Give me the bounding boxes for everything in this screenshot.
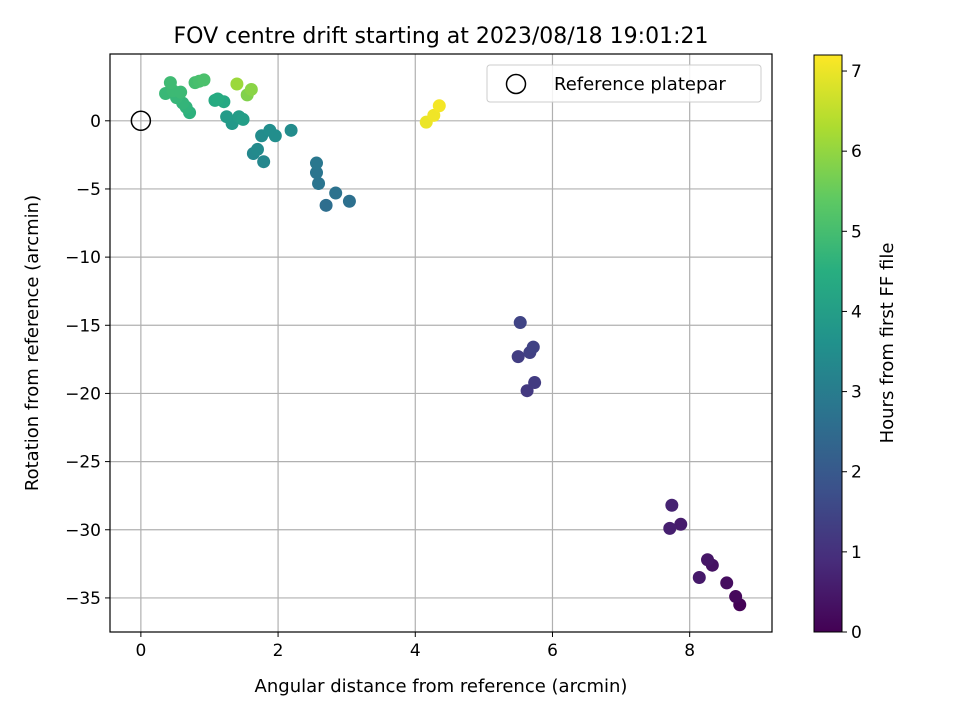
data-point <box>312 177 326 191</box>
data-point <box>211 92 225 106</box>
y-tick-label: −25 <box>65 453 101 473</box>
y-tick-label: −20 <box>65 384 101 404</box>
data-point <box>329 186 343 200</box>
x-tick-label: 6 <box>547 641 558 661</box>
y-tick-label: −30 <box>65 521 101 541</box>
data-point <box>513 316 527 330</box>
data-point <box>236 112 250 126</box>
data-point <box>250 142 264 156</box>
legend-reference-marker <box>505 73 527 95</box>
x-axis-label: Angular distance from reference (arcmin) <box>255 676 628 697</box>
data-point <box>511 350 525 364</box>
colorbar-tick-label: 3 <box>851 383 862 403</box>
y-axis-label: Rotation from reference (arcmin) <box>22 195 43 491</box>
data-point <box>674 517 688 531</box>
data-point <box>432 99 446 113</box>
y-tick-label: 0 <box>90 112 101 132</box>
reference-marker-group <box>130 110 152 132</box>
chart-title: FOV centre drift starting at 2023/08/18 … <box>174 24 709 49</box>
data-point <box>263 123 277 137</box>
colorbar-ticks: 0 1 2 3 4 5 6 7 <box>842 62 862 643</box>
colorbar-tick-label: 4 <box>851 302 862 322</box>
data-point <box>526 340 540 354</box>
colorbar-tick-label: 5 <box>851 222 862 242</box>
data-point <box>692 570 706 584</box>
data-point <box>309 156 323 170</box>
data-point <box>197 73 211 87</box>
x-tick-label: 2 <box>273 641 284 661</box>
colorbar-tick-label: 6 <box>851 142 862 162</box>
plot-frame <box>109 53 773 633</box>
x-tick-label: 4 <box>410 641 421 661</box>
data-point <box>163 76 177 90</box>
y-axis-ticks: 0 −5 −10 −15 −20 −25 −30 −35 <box>65 112 110 609</box>
x-tick-label: 8 <box>684 641 695 661</box>
data-points <box>159 73 747 612</box>
colorbar: 0 1 2 3 4 5 6 7 Hours from first FF file <box>813 54 898 643</box>
data-point <box>230 77 244 91</box>
y-tick-label: −5 <box>76 180 101 200</box>
data-point <box>220 110 234 124</box>
legend-box <box>486 64 762 103</box>
data-point <box>257 155 271 169</box>
colorbar-gradient <box>813 54 843 633</box>
data-point <box>665 498 679 512</box>
colorbar-tick-label: 2 <box>851 463 862 483</box>
colorbar-label: Hours from first FF file <box>877 243 898 444</box>
data-point <box>427 108 441 122</box>
data-point <box>663 521 677 535</box>
data-point <box>244 82 258 96</box>
data-point <box>701 553 715 567</box>
y-tick-label: −15 <box>65 316 101 336</box>
grid-lines <box>110 54 772 632</box>
colorbar-tick-label: 0 <box>851 623 862 643</box>
data-point <box>528 376 542 390</box>
x-axis-ticks: 0 2 4 6 8 <box>135 632 695 661</box>
legend: Reference platepar <box>486 64 762 103</box>
x-tick-label: 0 <box>135 641 146 661</box>
data-point <box>720 576 734 590</box>
reference-marker <box>130 110 152 132</box>
legend-entry-label: Reference platepar <box>554 74 726 95</box>
data-point <box>520 384 534 398</box>
data-point <box>319 198 333 212</box>
colorbar-tick-label: 1 <box>851 543 862 563</box>
y-tick-label: −10 <box>65 248 101 268</box>
data-point <box>729 590 743 604</box>
data-point <box>342 194 356 208</box>
data-point <box>174 85 188 99</box>
y-tick-label: −35 <box>65 589 101 609</box>
data-point <box>309 166 323 180</box>
data-point <box>284 123 298 137</box>
colorbar-tick-label: 7 <box>851 62 862 82</box>
